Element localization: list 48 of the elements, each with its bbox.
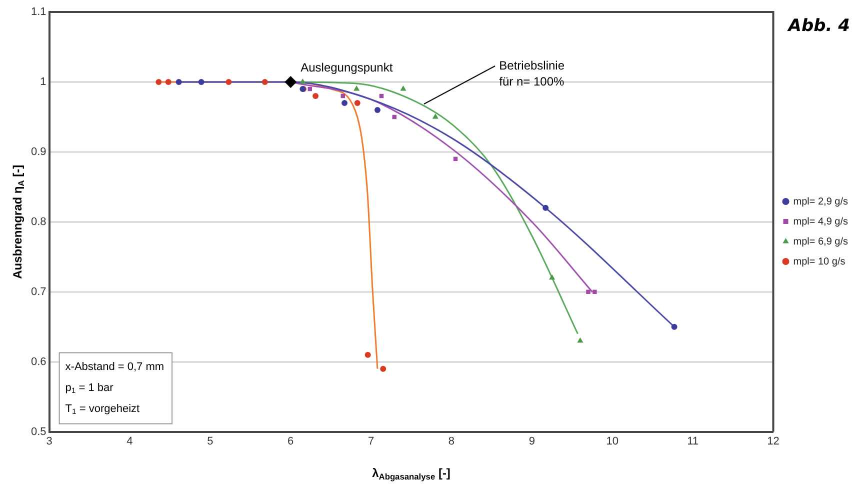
point: [354, 85, 360, 91]
point: [364, 352, 371, 358]
annotation: Auslegungspunkt: [300, 60, 394, 74]
point: [400, 85, 406, 91]
x-tick-label: 4: [126, 435, 133, 448]
point: [671, 324, 678, 330]
point: [354, 100, 360, 106]
point: [165, 78, 172, 85]
legend-label: mpl= 2,9 g/s: [793, 196, 848, 208]
point: [432, 113, 438, 119]
point: [592, 290, 597, 294]
point: [312, 92, 319, 99]
point: [374, 106, 380, 113]
point: [284, 76, 297, 88]
point: [380, 366, 386, 372]
x-tick-label: 11: [687, 435, 699, 448]
point: [156, 78, 162, 85]
point: [198, 78, 204, 85]
point: [549, 274, 556, 280]
legend-label: mpl= 6,9 g/s: [793, 236, 848, 248]
legend-label: mpl= 10 g/s: [793, 256, 846, 268]
y-tick-label: 0.5: [30, 426, 46, 438]
point: [226, 78, 232, 85]
point: [342, 100, 348, 106]
y-axis-title: Ausbrenngrad ηA [-]: [10, 164, 26, 279]
point: [577, 337, 584, 343]
point: [542, 204, 549, 211]
y-tick-label: 0.7: [30, 286, 46, 298]
annotation: Betriebslinie für n= 100%: [499, 58, 565, 89]
y-tick-label: 0.6: [30, 356, 46, 368]
text: Abb. 4: [788, 16, 850, 36]
x-tick-label: 5: [207, 435, 214, 448]
point: [300, 78, 306, 84]
point: [586, 290, 590, 294]
point: [176, 78, 182, 85]
legend-label: mpl= 4,9 g/s: [793, 216, 848, 228]
x-tick-label: 9: [528, 435, 535, 448]
y-tick-label: 0.9: [30, 146, 46, 158]
x-tick-label: 10: [606, 435, 618, 448]
x-tick-label: 8: [448, 435, 455, 448]
y-tick-label: 1.1: [30, 6, 46, 18]
x-tick-label: 6: [288, 435, 294, 448]
x-tick-label: 3: [46, 435, 52, 448]
y-tick-label: 1: [40, 76, 46, 88]
point: [262, 78, 268, 85]
x-tick-label: 7: [368, 435, 374, 448]
x-tick-label: 12: [767, 435, 780, 448]
y-tick-label: 0.8: [30, 216, 46, 228]
